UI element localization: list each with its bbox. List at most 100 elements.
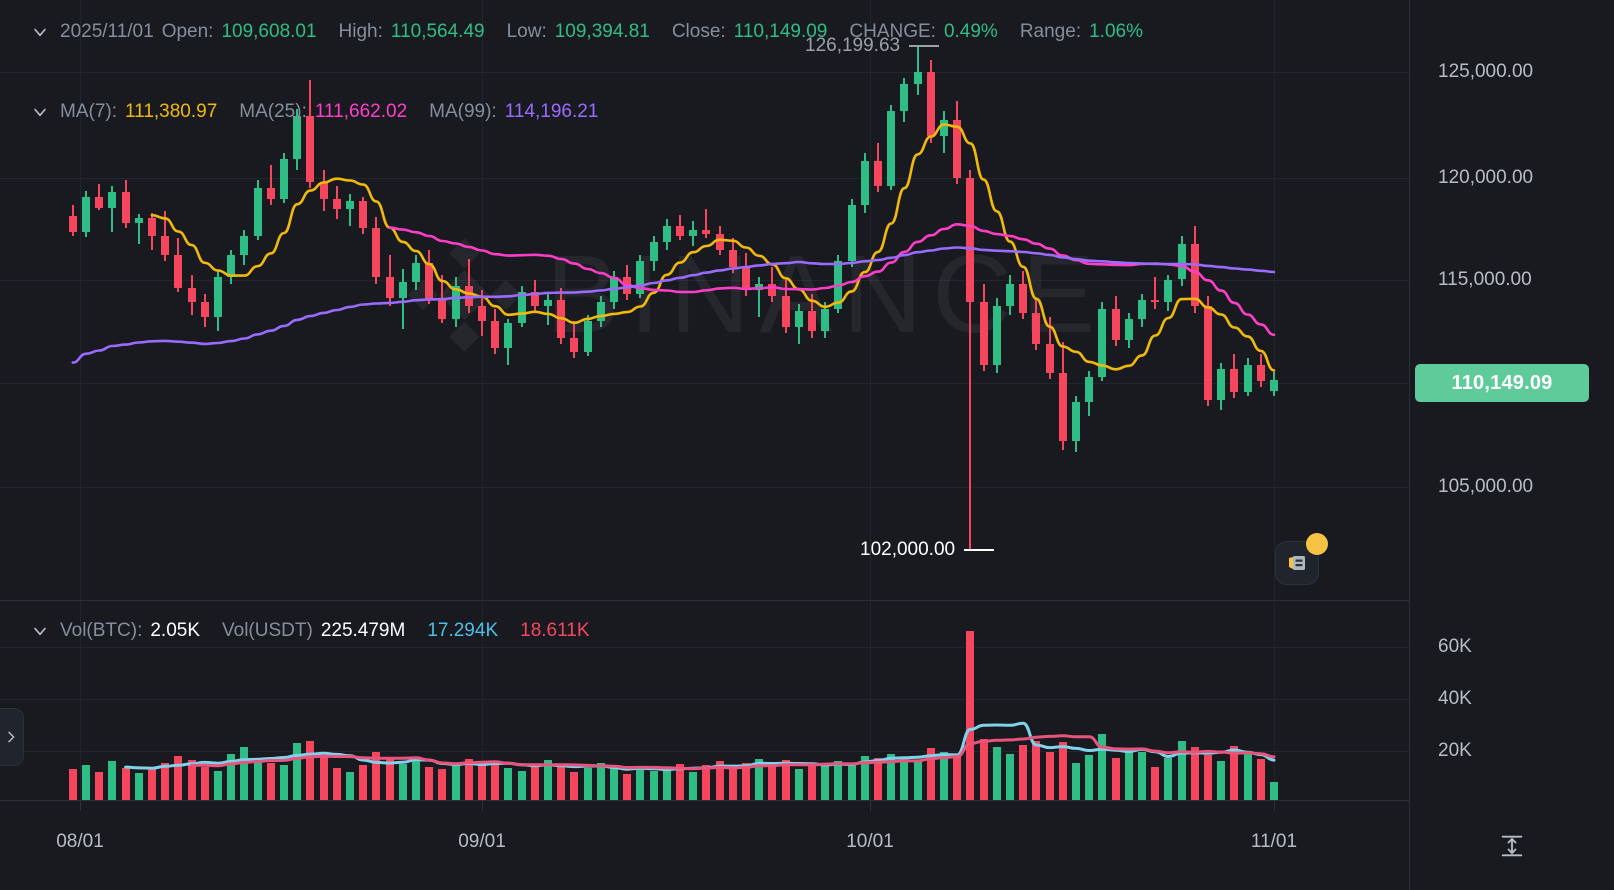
time-axis[interactable]: 08/01 09/01 10/01 11/01 [0,801,1410,890]
candle-body [1006,283,1014,307]
volume-bar [794,769,803,801]
candle-body [346,200,354,209]
candle-body [676,225,684,236]
period-high-annotation: 126,199.63 [805,35,940,57]
candle-body [808,310,816,332]
price-axis-tick: 125,000.00 [1438,61,1534,82]
candle-body [425,262,434,301]
volume-bar [293,743,302,801]
candle-body [742,267,750,290]
volume-bar [570,771,579,801]
candle-body [755,283,764,290]
candle-wick [349,194,351,226]
gridline [1274,0,1275,600]
candle-wick [1154,277,1157,309]
candle-body [781,296,790,328]
notification-dot-icon[interactable] [1306,533,1328,555]
volume-bar [174,756,183,801]
candle-body [768,283,777,297]
chevron-down-icon[interactable] [30,621,50,641]
time-axis-tick: 08/01 [56,831,104,852]
volume-axis-tick: 20K [1438,740,1472,761]
gridline [870,601,871,801]
candle-body [570,337,579,353]
candle-body [95,196,104,208]
volume-bar [1085,754,1094,801]
candle-body [623,277,632,295]
candle-wick [547,294,549,326]
volume-legend[interactable]: Vol(BTC): 2.05K Vol(USDT) 225.479M 17.29… [30,615,930,647]
volume-bar [504,767,513,801]
volume-bar [1058,741,1067,801]
candle-wick [269,165,272,205]
candle-wick [916,47,919,95]
volume-bar [1217,761,1226,801]
gridline [0,383,1410,384]
ma-legend[interactable]: MA(7): 111,380.97 MA(25): 111,662.02 MA(… [30,96,930,128]
candle-body [689,229,698,236]
candle-wick [401,269,404,330]
volume-bar [596,762,605,801]
change-label: CHANGE: [849,21,936,42]
volume-bar [1032,740,1041,801]
left-panel-expand-button[interactable] [0,708,24,766]
volume-bar [530,764,539,801]
candle-body [953,119,962,178]
candle-body [530,291,539,307]
candle-body [649,242,658,261]
volume-axis[interactable]: 60K 40K 20K [1410,601,1614,801]
candle-body [1072,401,1080,442]
chevron-down-icon[interactable] [30,22,50,42]
candle-body [1085,377,1094,402]
candle-body [280,159,288,199]
volume-bar [649,770,658,801]
candle-body [68,216,77,232]
candle-body [610,277,618,303]
pane-separator [0,800,1410,801]
volume-bar [187,760,196,801]
candle-body [1019,283,1028,313]
volume-bar [900,758,909,801]
time-axis-tick: 10/01 [846,831,894,852]
ohlc-legend[interactable]: 2025/11/01 Open: 109,608.01 High: 110,56… [30,16,1330,48]
period-low-annotation: 102,000.00 [860,539,995,561]
candle-body [821,308,830,332]
volume-bar [992,747,1001,801]
candle-body [1045,343,1054,373]
axis-divider [1409,0,1410,890]
volume-bar [913,760,922,801]
volume-bar [359,765,368,801]
price-chart-pane[interactable]: BINANCE 126,199.63 102,000.00 [0,0,1410,600]
candle-body [1151,300,1160,303]
candle-body [174,254,183,288]
volume-bar [372,752,381,801]
volume-bar [1151,766,1160,801]
price-axis-tick: 105,000.00 [1438,476,1534,497]
time-axis-tick: 11/01 [1250,831,1298,852]
volume-bar [636,766,645,801]
ma25-value: 111,662.02 [314,101,408,122]
price-axis-tick: 120,000.00 [1438,167,1534,188]
candle-body [134,218,143,224]
price-axis[interactable]: 125,000.00 120,000.00 115,000.00 105,000.00… [1410,0,1614,600]
volume-bar [940,752,948,801]
volume-bar [306,740,315,801]
axis-corner[interactable] [1410,801,1614,890]
price-axis-tick: 115,000.00 [1438,269,1532,290]
volume-bar [676,764,684,801]
candle-body [636,260,645,294]
volume-bar [346,771,354,801]
candle-body [372,227,381,278]
volume-bar [385,757,394,801]
volume-bar [728,767,737,801]
vertical-resize-icon[interactable] [1498,832,1526,860]
period-low-label: 102,000.00 [860,539,956,560]
volume-bar [266,762,275,801]
candle-body [926,72,935,137]
volume-bar [240,747,249,801]
volume-bar [95,771,104,801]
candle-body [121,192,130,224]
chevron-down-icon[interactable] [30,102,50,122]
news-document-icon [1289,556,1305,570]
